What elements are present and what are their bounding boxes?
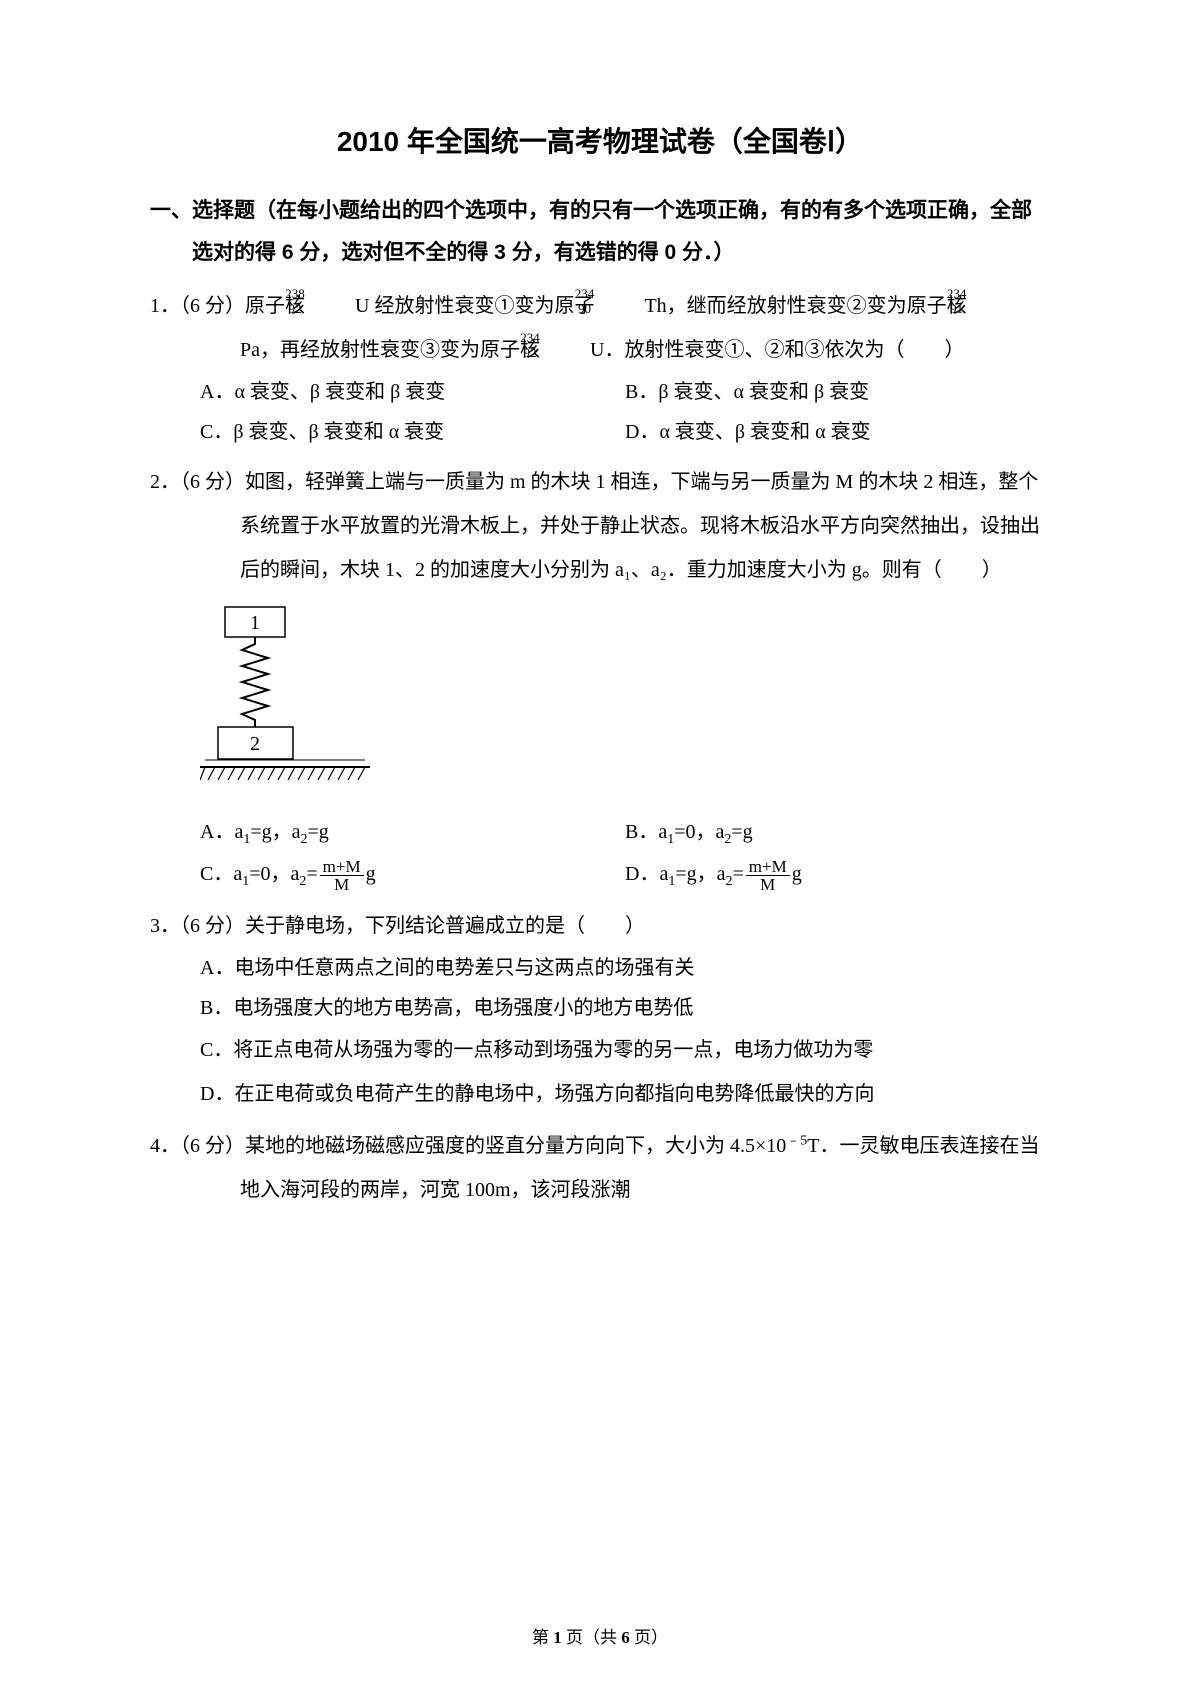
q3-opt-d: D．在正电荷或负电荷产生的静电场中，场强方向都指向电势降低最快的方向 bbox=[150, 1072, 1050, 1116]
q3-points: （6 分） bbox=[180, 915, 245, 937]
fig-label-2: 2 bbox=[250, 733, 260, 755]
nuc2-sym: Th bbox=[644, 295, 666, 317]
spring-blocks-diagram: 1 2 bbox=[200, 602, 370, 802]
fraction: m+MM bbox=[746, 858, 790, 893]
q2-opt-c: C．a1=0，a2=m+MMg bbox=[200, 854, 625, 896]
nuclide-u234: 23492 bbox=[560, 331, 590, 371]
page-footer: 第 1 页（共 6 页） bbox=[0, 1623, 1200, 1648]
q1-opt-a: A．α 衰变、β 衰变和 β 衰变 bbox=[200, 372, 625, 412]
q1-p4: ，再经放射性衰变③变为原子核 bbox=[260, 339, 560, 361]
q1-options-ab: A．α 衰变、β 衰变和 β 衰变 B．β 衰变、α 衰变和 β 衰变 bbox=[150, 372, 1050, 412]
q3-opt-b: B．电场强度大的地方电势高，电场强度小的地方电势低 bbox=[150, 988, 1050, 1028]
question-1: 1．（6 分）原子核 23892U 经放射性衰变①变为原子 23490Th，继而… bbox=[150, 284, 1050, 452]
q1-p5: ．放射性衰变①、②和③依次为（ ） bbox=[604, 339, 964, 361]
q2-opt-d: D．a1=g，a2=m+MMg bbox=[625, 854, 1050, 896]
q4-number: 4． bbox=[150, 1135, 180, 1157]
q1-number: 1． bbox=[150, 295, 180, 317]
page-cur: 1 bbox=[553, 1628, 562, 1647]
q4-body: 4．（6 分）某地的地磁场磁感应强度的竖直分量方向向下，大小为 4.5×10﹣5… bbox=[150, 1124, 1050, 1212]
q2-text: 如图，轻弹簧上端与一质量为 m 的木块 1 相连，下端与另一质量为 M 的木块 … bbox=[240, 471, 1040, 581]
q1-opt-c: C．β 衰变、β 衰变和 α 衰变 bbox=[200, 412, 625, 452]
q1-p3: ，继而经放射性衰变②变为原子核 bbox=[667, 295, 987, 317]
nuclide-u238: 23892 bbox=[325, 287, 355, 327]
fig-label-1: 1 bbox=[250, 612, 260, 634]
nuclide-th234: 23490 bbox=[614, 287, 644, 327]
section-header: 一、选择题（在每小题给出的四个选项中，有的只有一个选项正确，有的有多个选项正确，… bbox=[150, 190, 1050, 274]
nuc4-sym: U bbox=[590, 339, 604, 361]
page-total: 6 bbox=[621, 1628, 630, 1647]
q2-options-cd: C．a1=0，a2=m+MMg D．a1=g，a2=m+MMg bbox=[150, 854, 1050, 896]
fraction: m+MM bbox=[320, 858, 364, 893]
q2-options-ab: A．a1=g，a2=g B．a1=0，a2=g bbox=[150, 812, 1050, 854]
q2-points: （6 分） bbox=[180, 471, 245, 493]
q1-opt-b: B．β 衰变、α 衰变和 β 衰变 bbox=[625, 372, 1050, 412]
q1-opt-d: D．α 衰变、β 衰变和 α 衰变 bbox=[625, 412, 1050, 452]
q3-number: 3． bbox=[150, 915, 180, 937]
q3-text: 关于静电场，下列结论普遍成立的是（ ） bbox=[245, 915, 645, 937]
exam-title: 2010 年全国统一高考物理试卷（全国卷Ⅰ） bbox=[150, 120, 1050, 160]
question-4: 4．（6 分）某地的地磁场磁感应强度的竖直分量方向向下，大小为 4.5×10﹣5… bbox=[150, 1124, 1050, 1212]
q3-opt-c: C．将正点电荷从场强为零的一点移动到场强为零的另一点，电场力做功为零 bbox=[150, 1028, 1050, 1072]
nuclide-pa234: 23491 bbox=[987, 287, 1017, 327]
q2-number: 2． bbox=[150, 471, 180, 493]
nuc3-sym: Pa bbox=[240, 339, 260, 361]
q2-body: 2．（6 分）如图，轻弹簧上端与一质量为 m 的木块 1 相连，下端与另一质量为… bbox=[150, 460, 1050, 592]
q1-body: 1．（6 分）原子核 23892U 经放射性衰变①变为原子 23490Th，继而… bbox=[150, 284, 1050, 372]
q2-figure: 1 2 bbox=[150, 602, 1050, 802]
q1-options-cd: C．β 衰变、β 衰变和 α 衰变 D．α 衰变、β 衰变和 α 衰变 bbox=[150, 412, 1050, 452]
q4-exp: ﹣5 bbox=[786, 1133, 807, 1148]
q2-opt-b: B．a1=0，a2=g bbox=[625, 812, 1050, 854]
question-3: 3．（6 分）关于静电场，下列结论普遍成立的是（ ） A．电场中任意两点之间的电… bbox=[150, 904, 1050, 1116]
q2-opt-a: A．a1=g，a2=g bbox=[200, 812, 625, 854]
q1-points: （6 分） bbox=[180, 295, 245, 317]
q4-points: （6 分） bbox=[180, 1135, 245, 1157]
q3-body: 3．（6 分）关于静电场，下列结论普遍成立的是（ ） bbox=[150, 904, 1050, 948]
q4-p1: 某地的地磁场磁感应强度的竖直分量方向向下，大小为 4.5×10 bbox=[245, 1135, 786, 1157]
question-2: 2．（6 分）如图，轻弹簧上端与一质量为 m 的木块 1 相连，下端与另一质量为… bbox=[150, 460, 1050, 896]
nuc1-sym: U bbox=[355, 295, 369, 317]
q3-opt-a: A．电场中任意两点之间的电势差只与这两点的场强有关 bbox=[150, 948, 1050, 988]
